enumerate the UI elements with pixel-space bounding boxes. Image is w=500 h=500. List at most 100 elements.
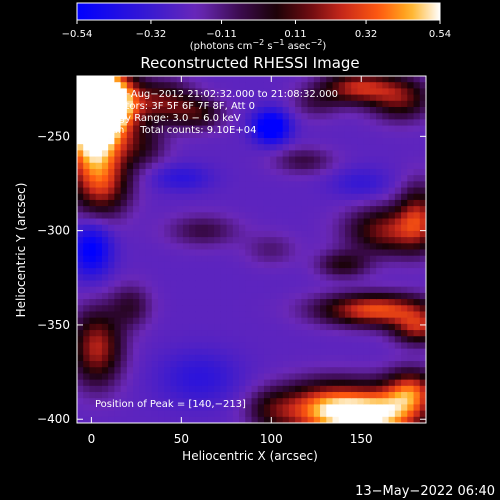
heatmap-cell xyxy=(351,249,359,257)
heatmap-cell xyxy=(195,168,203,176)
heatmap-cell xyxy=(295,398,302,406)
heatmap-cell xyxy=(201,82,209,89)
heatmap-cell xyxy=(251,354,259,362)
heatmap-cell xyxy=(195,224,203,232)
heatmap-cell xyxy=(288,274,296,282)
heatmap-cell xyxy=(270,193,278,201)
heatmap-cell xyxy=(419,361,426,368)
heatmap-cell xyxy=(344,131,352,139)
heatmap-cell xyxy=(413,404,421,412)
heatmap-cell xyxy=(239,156,246,164)
heatmap-cell xyxy=(407,125,415,133)
heatmap-cell xyxy=(226,404,234,412)
heatmap-cell xyxy=(207,119,215,127)
heatmap-cell xyxy=(95,367,103,375)
heatmap-cell xyxy=(83,268,91,275)
heatmap-cell xyxy=(282,367,290,375)
heatmap-cell xyxy=(158,199,165,207)
heatmap-cell xyxy=(313,398,321,406)
heatmap-cell xyxy=(120,199,128,207)
heatmap-cell xyxy=(344,206,352,213)
heatmap-cell xyxy=(301,274,309,282)
heatmap-cell xyxy=(170,76,178,83)
heatmap-cell xyxy=(301,137,309,145)
heatmap-cell xyxy=(251,311,259,319)
heatmap-cell xyxy=(326,348,334,356)
heatmap-cell xyxy=(413,286,421,294)
heatmap-cell xyxy=(189,187,197,195)
heatmap-cell xyxy=(332,317,340,325)
heatmap-cell xyxy=(170,125,178,133)
heatmap-cell xyxy=(77,100,84,108)
heatmap-cell xyxy=(301,330,309,337)
heatmap-cell xyxy=(189,181,197,189)
heatmap-cell xyxy=(170,237,178,244)
heatmap-cell xyxy=(376,230,383,238)
heatmap-cell xyxy=(245,299,253,306)
heatmap-cell xyxy=(114,385,122,393)
heatmap-cell xyxy=(89,379,97,387)
heatmap-cell xyxy=(176,249,184,257)
heatmap-cell xyxy=(126,274,134,282)
heatmap-cell xyxy=(214,94,221,102)
heatmap-cell xyxy=(101,168,109,176)
heatmap-cell xyxy=(176,379,184,387)
heatmap-cell xyxy=(214,299,221,306)
heatmap-cell xyxy=(189,218,197,226)
heatmap-cell xyxy=(351,106,359,114)
heatmap-cell xyxy=(145,206,153,213)
heatmap-cell xyxy=(207,404,215,412)
heatmap-cell xyxy=(270,76,278,83)
heatmap-cell xyxy=(288,230,296,238)
heatmap-cell xyxy=(101,212,109,220)
heatmap-cell xyxy=(351,144,359,151)
heatmap-cell xyxy=(401,323,408,331)
heatmap-cell xyxy=(351,137,359,145)
heatmap-cell xyxy=(114,274,122,282)
heatmap-cell xyxy=(313,305,321,313)
heatmap-cell xyxy=(77,230,84,238)
heatmap-cell xyxy=(101,131,109,139)
heatmap-cell xyxy=(270,199,278,207)
heatmap-cell xyxy=(307,373,315,381)
heatmap-cell xyxy=(126,336,134,344)
heatmap-cell xyxy=(376,311,383,319)
heatmap-cell xyxy=(176,311,184,319)
heatmap-cell xyxy=(120,168,128,176)
heatmap-cell xyxy=(301,348,309,356)
heatmap-cell xyxy=(176,317,184,325)
heatmap-cell xyxy=(251,261,259,269)
heatmap-cell xyxy=(126,224,134,232)
heatmap-cell xyxy=(295,292,302,300)
heatmap-cell xyxy=(270,280,278,288)
heatmap-cell xyxy=(95,280,103,288)
heatmap-cell xyxy=(332,88,340,96)
heatmap-cell xyxy=(101,88,109,96)
heatmap-cell xyxy=(394,280,402,288)
heatmap-cell xyxy=(239,106,246,114)
heatmap-cell xyxy=(376,94,383,102)
heatmap-cell xyxy=(176,404,184,412)
heatmap-cell xyxy=(307,336,315,344)
heatmap-cell xyxy=(164,392,172,399)
heatmap-cell xyxy=(214,330,221,337)
heatmap-cell xyxy=(270,243,278,251)
heatmap-cell xyxy=(301,385,309,393)
heatmap-cell xyxy=(388,342,396,350)
heatmap-cell xyxy=(295,249,302,257)
heatmap-cell xyxy=(89,156,97,164)
heatmap-cell xyxy=(220,119,228,127)
heatmap-cell xyxy=(170,150,178,158)
heatmap-cell xyxy=(245,224,253,232)
heatmap-cell xyxy=(83,255,91,263)
heatmap-cell xyxy=(139,156,147,164)
heatmap-cell xyxy=(207,342,215,350)
heatmap-cell xyxy=(201,224,209,232)
heatmap-cell xyxy=(245,410,253,418)
heatmap-cell xyxy=(226,261,234,269)
heatmap-cell xyxy=(232,348,240,356)
heatmap-cell xyxy=(332,76,340,83)
heatmap-cell xyxy=(307,404,315,412)
heatmap-cell xyxy=(282,311,290,319)
heatmap-cell xyxy=(338,175,346,182)
